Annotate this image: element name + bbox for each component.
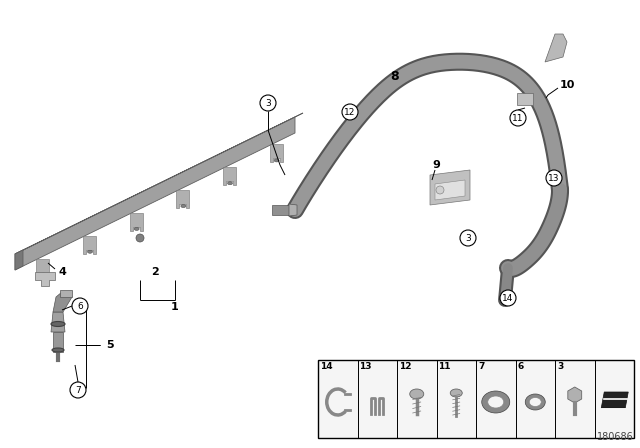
Text: 4: 4 (58, 267, 66, 277)
Ellipse shape (51, 322, 65, 327)
Polygon shape (517, 93, 533, 105)
Polygon shape (545, 34, 567, 62)
Polygon shape (35, 272, 55, 286)
Ellipse shape (529, 397, 541, 406)
Text: 3: 3 (265, 99, 271, 108)
Polygon shape (289, 204, 297, 216)
Ellipse shape (482, 391, 509, 413)
Polygon shape (318, 360, 634, 438)
Text: 2: 2 (151, 267, 159, 277)
Circle shape (510, 110, 526, 126)
Polygon shape (177, 190, 189, 208)
Text: 14: 14 (502, 293, 514, 302)
Text: 13: 13 (360, 362, 372, 371)
Ellipse shape (181, 205, 186, 207)
Polygon shape (60, 290, 72, 297)
Text: 180686: 180686 (597, 432, 634, 442)
Ellipse shape (410, 389, 424, 399)
Polygon shape (269, 144, 283, 163)
Circle shape (260, 95, 276, 111)
Ellipse shape (488, 396, 504, 408)
Ellipse shape (525, 394, 545, 410)
Polygon shape (435, 180, 465, 200)
Text: 10: 10 (559, 80, 575, 90)
Text: 5: 5 (106, 340, 114, 350)
Polygon shape (36, 258, 49, 276)
Ellipse shape (52, 348, 64, 352)
Polygon shape (83, 236, 96, 254)
Text: 12: 12 (344, 108, 356, 116)
Circle shape (136, 234, 144, 242)
Circle shape (72, 298, 88, 314)
Circle shape (342, 104, 358, 120)
Ellipse shape (41, 273, 46, 276)
Ellipse shape (88, 250, 93, 253)
Circle shape (500, 290, 516, 306)
Ellipse shape (451, 389, 462, 397)
Ellipse shape (274, 159, 279, 162)
Polygon shape (430, 170, 470, 205)
Circle shape (546, 170, 562, 186)
Ellipse shape (227, 182, 232, 185)
Circle shape (70, 382, 86, 398)
Text: 6: 6 (518, 362, 524, 371)
Ellipse shape (134, 228, 139, 230)
Text: 3: 3 (557, 362, 563, 371)
Text: 6: 6 (77, 302, 83, 310)
Text: 11: 11 (438, 362, 451, 371)
Text: 12: 12 (399, 362, 412, 371)
Text: 11: 11 (512, 113, 524, 122)
Circle shape (460, 230, 476, 246)
Polygon shape (51, 312, 65, 332)
Text: 3: 3 (465, 233, 471, 242)
Polygon shape (15, 250, 23, 270)
Circle shape (436, 186, 444, 194)
Text: 13: 13 (548, 173, 560, 182)
Text: 7: 7 (478, 362, 484, 371)
Text: 1: 1 (171, 302, 179, 312)
Polygon shape (568, 387, 582, 403)
Text: 7: 7 (75, 385, 81, 395)
Text: 9: 9 (432, 160, 440, 170)
Polygon shape (15, 117, 295, 270)
Polygon shape (223, 167, 236, 185)
Text: 8: 8 (390, 69, 399, 82)
Text: 14: 14 (320, 362, 333, 371)
Polygon shape (53, 332, 63, 352)
Polygon shape (15, 113, 303, 254)
Polygon shape (130, 213, 143, 231)
Polygon shape (601, 392, 628, 408)
Polygon shape (53, 292, 72, 312)
Polygon shape (272, 205, 289, 215)
